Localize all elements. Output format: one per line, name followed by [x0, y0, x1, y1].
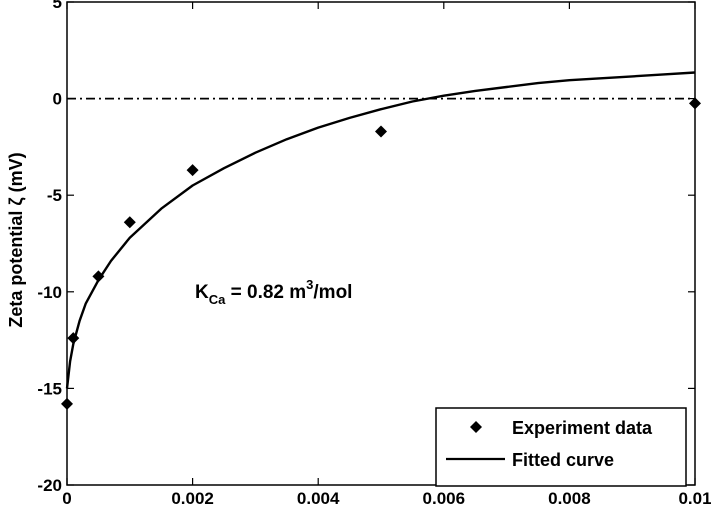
y-tick-label-4: -15: [37, 379, 62, 398]
legend-box: [435, 407, 687, 487]
y-tick-label-5: -20: [37, 476, 62, 495]
experiment-data-point-5: [375, 125, 387, 138]
legend-diamond-marker: [470, 421, 482, 433]
annotation-value: = 0.82 m: [225, 282, 306, 303]
y-tick-label-1: 0: [53, 90, 62, 109]
y-tick-label-3: -10: [37, 283, 62, 302]
axes-frame: [66, 1, 696, 486]
legend-fitted-label: Fitted curve: [512, 450, 614, 470]
x-tick-label-0: 0: [62, 489, 71, 508]
x-tick-label-2: 0.004: [297, 489, 340, 508]
experiment-data-point-6: [689, 97, 701, 110]
y-tick-label-2: -5: [47, 186, 62, 205]
kca-annotation: KCa = 0.82 m3/mol: [195, 277, 352, 307]
annotation-superscript: 3: [306, 277, 313, 292]
legend-experiment-label: Experiment data: [512, 418, 653, 438]
y-axis-label: Zeta potential ζ (mV): [6, 152, 27, 327]
annotation-unit: /mol: [313, 282, 352, 303]
experiment-data-point-1: [67, 332, 80, 345]
x-tick-label-5: 0.01: [678, 489, 711, 508]
annotation-k: K: [195, 282, 209, 303]
experiment-data-point-4: [186, 164, 199, 177]
experiment-data-point-0: [61, 397, 73, 410]
y-tick-label-0: 5: [53, 0, 62, 12]
experiment-data-point-2: [92, 270, 105, 283]
x-tick-label-4: 0.008: [548, 489, 591, 508]
fitted-curve-line: [65, 71, 696, 389]
legend: Experiment data Fitted curve: [435, 407, 687, 487]
plot-area: 0 0.002 0.004 0.006 0.008 0.01 5 0 -5 -10 -15 -20: [37, 0, 711, 508]
annotation-subscript: Ca: [209, 292, 226, 307]
experiment-data-point-3: [123, 216, 136, 229]
x-tick-label-1: 0.002: [171, 489, 214, 508]
x-tick-label-3: 0.006: [423, 489, 466, 508]
